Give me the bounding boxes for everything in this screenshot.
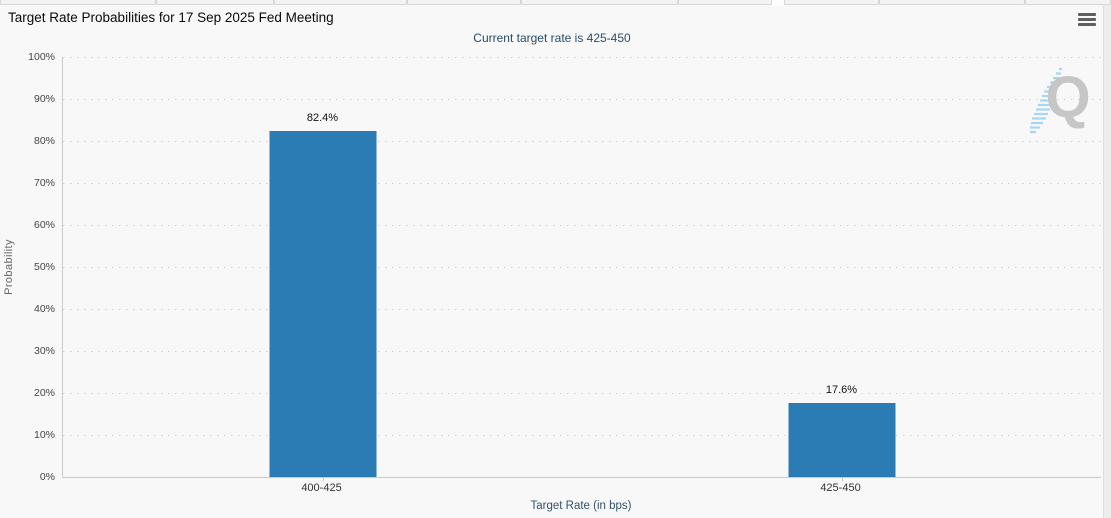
x-tick [841,477,843,481]
gridline [63,57,1101,58]
x-category-label: 400-425 [301,482,342,494]
y-tick-label: 80% [33,135,55,147]
tab-remnant[interactable] [784,0,879,5]
chart-title: Target Rate Probabilities for 17 Sep 202… [8,10,334,25]
gridline [63,183,1101,184]
gridline [63,393,1101,394]
y-tick-label: 50% [33,261,55,273]
logo-q-icon: Q [1045,65,1090,130]
y-tick-label: 70% [33,177,55,189]
x-category-label: 425-450 [820,482,861,494]
bar-value-label: 17.6% [825,384,858,397]
menu-bar [1078,18,1096,21]
gridline [63,141,1101,142]
y-tick-label: 40% [33,303,55,315]
tab-remnant[interactable] [1025,0,1111,5]
tab-remnant[interactable] [0,0,156,5]
y-tick-label: 20% [33,387,55,399]
y-axis-tick-labels: 0% 10% 20% 30% 40% 50% 60% 70% 80% 90% 100% [0,51,55,483]
tab-remnant[interactable] [521,0,678,5]
x-tick [322,477,324,481]
plot-area: Q 82.4% 17.6% [62,57,1101,481]
active-tab-gap [772,0,784,6]
tab-remnant[interactable] [274,0,407,5]
gridline [63,435,1101,436]
gridline [63,309,1101,310]
tab-bar-remnant [0,0,1111,6]
hamburger-menu-icon[interactable] [1078,13,1096,26]
y-tick-label: 30% [33,345,55,357]
quikstrike-logo-watermark: Q [1030,65,1091,134]
bar-value-label: 82.4% [306,111,339,124]
bar-425-450[interactable] [788,403,895,477]
tab-remnant[interactable] [678,0,772,5]
gridline [63,225,1101,226]
y-tick-label: 60% [33,219,55,231]
y-tick-label: 100% [28,51,55,63]
tab-remnant[interactable] [879,0,1025,5]
logo-stripes-icon [1030,67,1062,134]
y-tick-label: 10% [33,429,55,441]
category-slot: 82.4% [63,57,582,477]
gridline [63,351,1101,352]
y-tick-label: 0% [39,471,55,483]
chart-subtitle: Current target rate is 425-450 [473,31,631,45]
menu-bar [1078,13,1096,16]
menu-bar [1078,23,1096,26]
tab-remnant[interactable] [407,0,521,5]
chart-panel [0,5,1104,518]
y-tick-label: 90% [33,93,55,105]
x-axis-title: Target Rate (in bps) [530,500,632,512]
gridline [63,99,1101,100]
gridline [63,267,1101,268]
bar-400-425[interactable] [269,130,376,477]
category-slot: 17.6% [582,57,1101,477]
tab-remnant[interactable] [156,0,274,5]
x-axis-category-labels: 400-425 425-450 [62,482,1100,496]
